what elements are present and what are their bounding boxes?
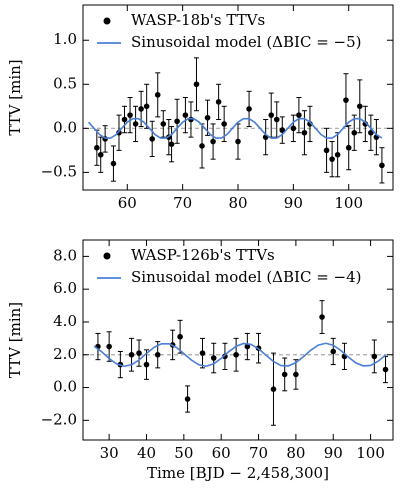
x-tick-label: 60 xyxy=(212,444,231,462)
data-point xyxy=(215,99,222,105)
data-point xyxy=(296,112,302,118)
x-tick-label: 30 xyxy=(100,444,119,462)
data-point xyxy=(136,350,142,356)
data-point xyxy=(273,116,280,123)
data-point xyxy=(244,343,251,350)
data-point xyxy=(221,121,227,127)
data-point xyxy=(110,160,117,167)
data-point xyxy=(199,143,205,149)
data-point xyxy=(199,350,206,356)
x-tick-label: 40 xyxy=(137,444,156,462)
data-point xyxy=(270,386,277,392)
model-line xyxy=(93,342,387,368)
data-point xyxy=(174,118,180,125)
data-point xyxy=(127,112,133,118)
data-point xyxy=(382,366,389,373)
data-point xyxy=(319,314,325,320)
data-point xyxy=(345,144,352,151)
data-point xyxy=(184,396,191,402)
data-point xyxy=(210,355,217,361)
data-point xyxy=(210,138,216,145)
x-tick-label: 100 xyxy=(356,444,385,462)
data-point xyxy=(154,92,161,98)
data-point xyxy=(235,138,241,145)
data-point xyxy=(356,103,363,110)
data-point xyxy=(279,127,286,133)
data-point xyxy=(128,351,135,358)
data-point xyxy=(371,353,378,360)
y-tick-label: 1.0 xyxy=(53,30,77,48)
y-tick-label: 0.0 xyxy=(53,378,77,396)
plot-frame xyxy=(82,239,394,441)
data-point xyxy=(293,371,299,378)
data-point xyxy=(193,81,200,88)
y-tick-label: 0.0 xyxy=(53,118,77,136)
data-point xyxy=(330,348,337,355)
data-point xyxy=(290,125,297,132)
data-point xyxy=(143,361,150,368)
y-tick-label: 0.5 xyxy=(53,74,77,92)
legend-marker xyxy=(103,17,111,25)
data-point xyxy=(177,333,183,340)
data-point xyxy=(246,106,252,112)
model-line xyxy=(87,117,383,139)
data-point xyxy=(268,112,275,118)
data-point xyxy=(379,162,385,169)
data-point xyxy=(281,371,288,378)
legend-label: WASP-18b's TTVs xyxy=(131,11,265,29)
data-point xyxy=(343,97,349,103)
data-point xyxy=(106,343,112,350)
x-tick-label: 90 xyxy=(284,194,303,212)
x-tick-label: 90 xyxy=(324,444,343,462)
y-tick-label: 2.0 xyxy=(53,345,77,363)
data-point xyxy=(138,106,144,112)
y-tick-label: 8.0 xyxy=(53,246,77,264)
y-tick-label: −0.5 xyxy=(41,162,77,180)
plot-frame xyxy=(82,4,394,191)
data-point xyxy=(334,151,341,158)
legend-label: Sinusoidal model (ΔBIC = −4) xyxy=(131,268,362,286)
y-tick-label: 4.0 xyxy=(53,312,77,330)
legend-label: Sinusoidal model (ΔBIC = −5) xyxy=(131,33,362,51)
data-point xyxy=(143,103,150,110)
y-axis-label: TTV [min] xyxy=(6,302,24,378)
x-tick-label: 100 xyxy=(334,194,363,212)
x-tick-label: 70 xyxy=(173,194,192,212)
y-tick-label: 6.0 xyxy=(53,279,77,297)
legend-label: WASP-126b's TTVs xyxy=(131,246,275,264)
data-point xyxy=(97,151,104,158)
y-tick-label: −2.0 xyxy=(41,410,77,428)
legend-marker xyxy=(103,252,111,260)
data-point xyxy=(233,351,239,358)
x-tick-label: 50 xyxy=(174,444,193,462)
data-point xyxy=(368,129,374,136)
y-axis-label: TTV [min] xyxy=(6,59,24,135)
data-point xyxy=(121,116,128,123)
data-point xyxy=(222,353,228,360)
data-point xyxy=(188,116,194,123)
data-point xyxy=(362,121,369,127)
data-point xyxy=(351,129,358,136)
data-point xyxy=(204,114,211,121)
x-tick-label: 70 xyxy=(249,444,268,462)
data-point xyxy=(94,144,100,151)
data-point xyxy=(182,112,189,118)
x-tick-label: 80 xyxy=(228,194,247,212)
data-point xyxy=(307,121,313,127)
x-tick-label: 60 xyxy=(118,194,137,212)
data-point xyxy=(329,156,335,162)
data-point xyxy=(168,141,175,147)
data-point xyxy=(154,351,161,358)
data-point xyxy=(160,121,167,127)
data-point xyxy=(132,121,139,127)
data-point xyxy=(301,129,308,136)
data-point xyxy=(149,136,155,142)
data-point xyxy=(323,147,330,154)
x-axis-label: Time [BJD − 2,458,300] xyxy=(147,464,329,482)
x-tick-label: 80 xyxy=(286,444,305,462)
